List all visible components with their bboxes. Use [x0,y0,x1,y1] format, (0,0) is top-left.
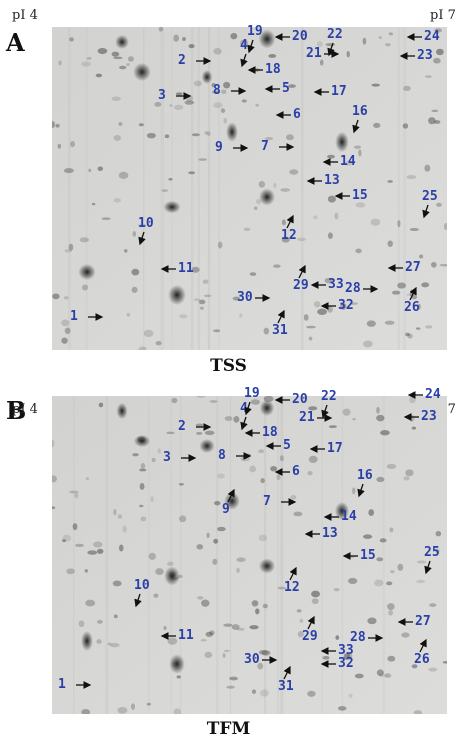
pi-left-label-b: pI 4 [12,402,38,417]
gel-image-b [52,396,447,714]
spot-label: 18 [265,62,281,77]
spot-label: 15 [352,188,368,203]
spot-label: 8 [213,83,221,98]
spot-label: 33 [338,643,354,658]
panel-letter-b: B [6,396,27,425]
spot-label: 20 [292,29,308,44]
spot-label: 22 [321,389,337,404]
spot-label: 28 [350,630,366,645]
panel-letter-a: A [6,28,25,57]
spot-label: 31 [278,679,294,694]
spot-label: 8 [218,448,226,463]
spot-label: 5 [282,81,290,96]
spot-label: 33 [328,277,344,292]
spot-label: 25 [422,189,438,204]
spot-label: 30 [237,290,253,305]
spot-label: 12 [281,228,297,243]
spot-label: 28 [345,281,361,296]
spot-label: 31 [272,323,288,338]
spot-label: 30 [244,652,260,667]
spot-label: 5 [283,438,291,453]
spot-label: 4 [240,401,248,416]
spot-label: 26 [414,652,430,667]
spot-label: 10 [138,216,154,231]
spot-label: 19 [247,24,263,39]
spot-label: 21 [306,46,322,61]
spot-label: 16 [352,104,368,119]
spot-label: 15 [360,548,376,563]
spot-label: 2 [178,419,186,434]
spot-label: 1 [58,677,66,692]
spot-label: 23 [421,409,437,424]
spot-label: 32 [338,656,354,671]
pi-left-label-a: pI 4 [12,8,38,23]
spot-label: 17 [331,84,347,99]
pi-right-label-a: pI 7 [430,8,456,23]
spot-label: 9 [222,502,230,517]
spot-label: 29 [293,278,309,293]
spot-label: 18 [262,425,278,440]
spot-label: 24 [425,387,441,402]
spot-label: 23 [417,48,433,63]
caption-b: TFM [206,719,251,739]
spot-label: 14 [340,154,356,169]
spot-label: 29 [302,629,318,644]
spot-label: 32 [338,298,354,313]
spot-label: 11 [178,628,194,643]
spot-label: 2 [178,53,186,68]
spot-label: 20 [292,392,308,407]
spot-label: 3 [163,450,171,465]
spot-label: 27 [405,260,421,275]
spot-label: 10 [134,578,150,593]
spot-label: 3 [158,88,166,103]
spot-label: 19 [244,386,260,401]
spot-label: 22 [327,27,343,42]
spot-label: 27 [415,614,431,629]
spot-label: 16 [357,468,373,483]
caption-a: TSS [210,356,247,376]
spot-label: 26 [404,300,420,315]
spot-label: 11 [178,261,194,276]
spot-label: 13 [322,526,338,541]
spot-label: 12 [284,580,300,595]
spot-label: 7 [261,139,269,154]
spot-label: 6 [293,107,301,122]
spot-label: 13 [324,173,340,188]
spot-label: 4 [240,38,248,53]
spot-label: 6 [292,464,300,479]
spot-label: 24 [424,29,440,44]
spot-label: 14 [341,509,357,524]
spot-label: 7 [263,494,271,509]
spot-label: 25 [424,545,440,560]
spot-label: 17 [327,441,343,456]
spot-label: 21 [299,410,315,425]
spot-label: 1 [70,309,78,324]
spot-label: 9 [215,140,223,155]
